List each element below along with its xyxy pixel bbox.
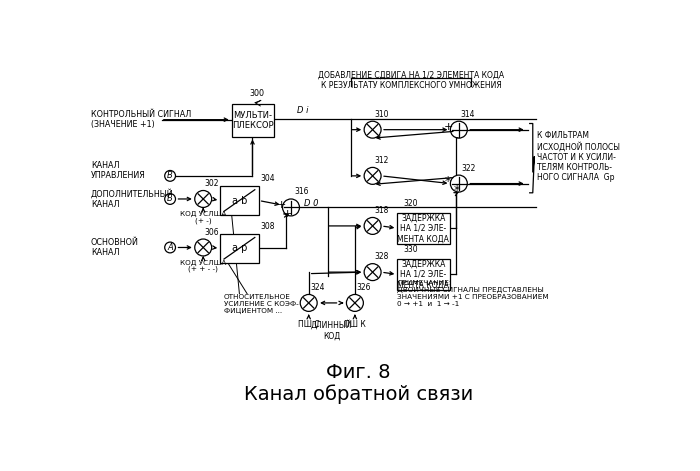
Text: (+ + - -): (+ + - -) — [188, 266, 218, 272]
Text: 330: 330 — [403, 245, 418, 254]
Text: ДОПОЛНИТЕЛЬНЫЙ
КАНАЛ: ДОПОЛНИТЕЛЬНЫЙ КАНАЛ — [91, 189, 174, 209]
Text: B: B — [167, 171, 173, 180]
Text: *: * — [445, 175, 452, 188]
Text: 300: 300 — [249, 89, 264, 98]
Circle shape — [450, 121, 468, 138]
Bar — [398, 259, 449, 290]
Circle shape — [450, 175, 468, 192]
Text: 314: 314 — [461, 110, 475, 119]
Text: A: A — [167, 243, 173, 252]
Text: ПРИМЕЧАНИЕ:
ДВОИЧНЫЕ СИГНАЛЫ ПРЕДСТАВЛЕНЫ
ЗНАЧЕНИЯМИ +1 С ПРЕОБРАЗОВАНИЕМ
0 → +1: ПРИМЕЧАНИЕ: ДВОИЧНЫЕ СИГНАЛЫ ПРЕДСТАВЛЕН… — [398, 280, 549, 307]
Circle shape — [164, 194, 176, 204]
Circle shape — [364, 264, 381, 281]
Text: Канал обратной связи: Канал обратной связи — [244, 384, 473, 404]
Circle shape — [195, 239, 211, 256]
Text: 328: 328 — [374, 252, 388, 261]
Text: КОНТРОЛЬНЫЙ СИГНАЛ
(ЗНАЧЕНИЕ +1): КОНТРОЛЬНЫЙ СИГНАЛ (ЗНАЧЕНИЕ +1) — [91, 110, 191, 130]
Text: 324: 324 — [310, 283, 325, 292]
Text: 308: 308 — [260, 221, 274, 230]
Text: +: + — [284, 209, 293, 219]
Circle shape — [364, 167, 381, 184]
Text: 316: 316 — [294, 187, 309, 196]
Text: 320: 320 — [403, 199, 418, 208]
Circle shape — [346, 294, 363, 311]
Text: D i: D i — [297, 106, 309, 115]
Circle shape — [364, 121, 381, 138]
Text: *: * — [454, 184, 460, 197]
Text: +: + — [276, 200, 286, 210]
Text: ОТНОСИТЕЛЬНОЕ
УСИЛЕНИЕ С КОЭФ-
ФИЦИЕНТОМ ...: ОТНОСИТЕЛЬНОЕ УСИЛЕНИЕ С КОЭФ- ФИЦИЕНТОМ… — [224, 294, 299, 314]
Text: Фиг. 8: Фиг. 8 — [326, 363, 391, 382]
Text: ЗАДЕРЖКА
НА 1/2 ЭЛЕ-
МЕНТА КОДА: ЗАДЕРЖКА НА 1/2 ЭЛЕ- МЕНТА КОДА — [398, 260, 449, 289]
Text: -: - — [454, 131, 458, 142]
Bar — [398, 213, 449, 244]
Text: МУЛЬТИ-
ПЛЕКСОР: МУЛЬТИ- ПЛЕКСОР — [232, 111, 274, 130]
Text: ЗАДЕРЖКА
НА 1/2 ЭЛЕ-
МЕНТА КОДА: ЗАДЕРЖКА НА 1/2 ЭЛЕ- МЕНТА КОДА — [398, 213, 449, 243]
Circle shape — [364, 218, 381, 235]
Circle shape — [195, 190, 211, 207]
Text: 312: 312 — [374, 156, 388, 165]
Text: ДЛИННЫЙ
КОД: ДЛИННЫЙ КОД — [311, 320, 353, 340]
Text: КОД УСЛША: КОД УСЛША — [180, 260, 226, 266]
Text: D 0: D 0 — [304, 199, 318, 208]
Text: ПШ К: ПШ К — [344, 320, 366, 329]
Text: 306: 306 — [204, 227, 219, 237]
Text: 322: 322 — [461, 164, 475, 173]
Text: КОД УСЛША: КОД УСЛША — [180, 211, 226, 218]
Text: a p: a p — [232, 243, 247, 253]
Text: 310: 310 — [374, 110, 388, 119]
Circle shape — [164, 171, 176, 181]
Text: КАНАЛ
УПРАВЛЕНИЯ: КАНАЛ УПРАВЛЕНИЯ — [91, 161, 146, 180]
Circle shape — [300, 294, 317, 311]
Text: К ФИЛЬТРАМ
ИСХОДНОЙ ПОЛОСЫ
ЧАСТОТ И К УСИЛИ-
ТЕЛЯМ КОНТРОЛЬ-
НОГО СИГНАЛА  Gp: К ФИЛЬТРАМ ИСХОДНОЙ ПОЛОСЫ ЧАСТОТ И К УС… — [538, 131, 620, 182]
Circle shape — [283, 199, 300, 216]
Text: +: + — [443, 122, 453, 132]
Text: ДОБАВЛЕНИЕ СДВИГА НА 1/2 ЭЛЕМЕНТА КОДА
К РЕЗУЛЬТАТУ КОМПЛЕКСНОГО УМНОЖЕНИЯ: ДОБАВЛЕНИЕ СДВИГА НА 1/2 ЭЛЕМЕНТА КОДА К… — [318, 70, 504, 90]
Bar — [232, 104, 274, 137]
Text: (+ -): (+ -) — [195, 218, 211, 224]
Text: Б: Б — [167, 195, 173, 203]
Text: 326: 326 — [356, 283, 371, 292]
Circle shape — [164, 242, 176, 253]
Text: a b: a b — [232, 195, 247, 205]
Text: 304: 304 — [260, 174, 275, 183]
Text: ПШ С: ПШ С — [298, 320, 319, 329]
Bar — [220, 186, 258, 215]
Text: 302: 302 — [204, 179, 219, 188]
Text: 318: 318 — [374, 206, 388, 215]
Text: ОСНОВНОЙ
КАНАЛ: ОСНОВНОЙ КАНАЛ — [91, 238, 139, 257]
Bar — [220, 234, 258, 263]
